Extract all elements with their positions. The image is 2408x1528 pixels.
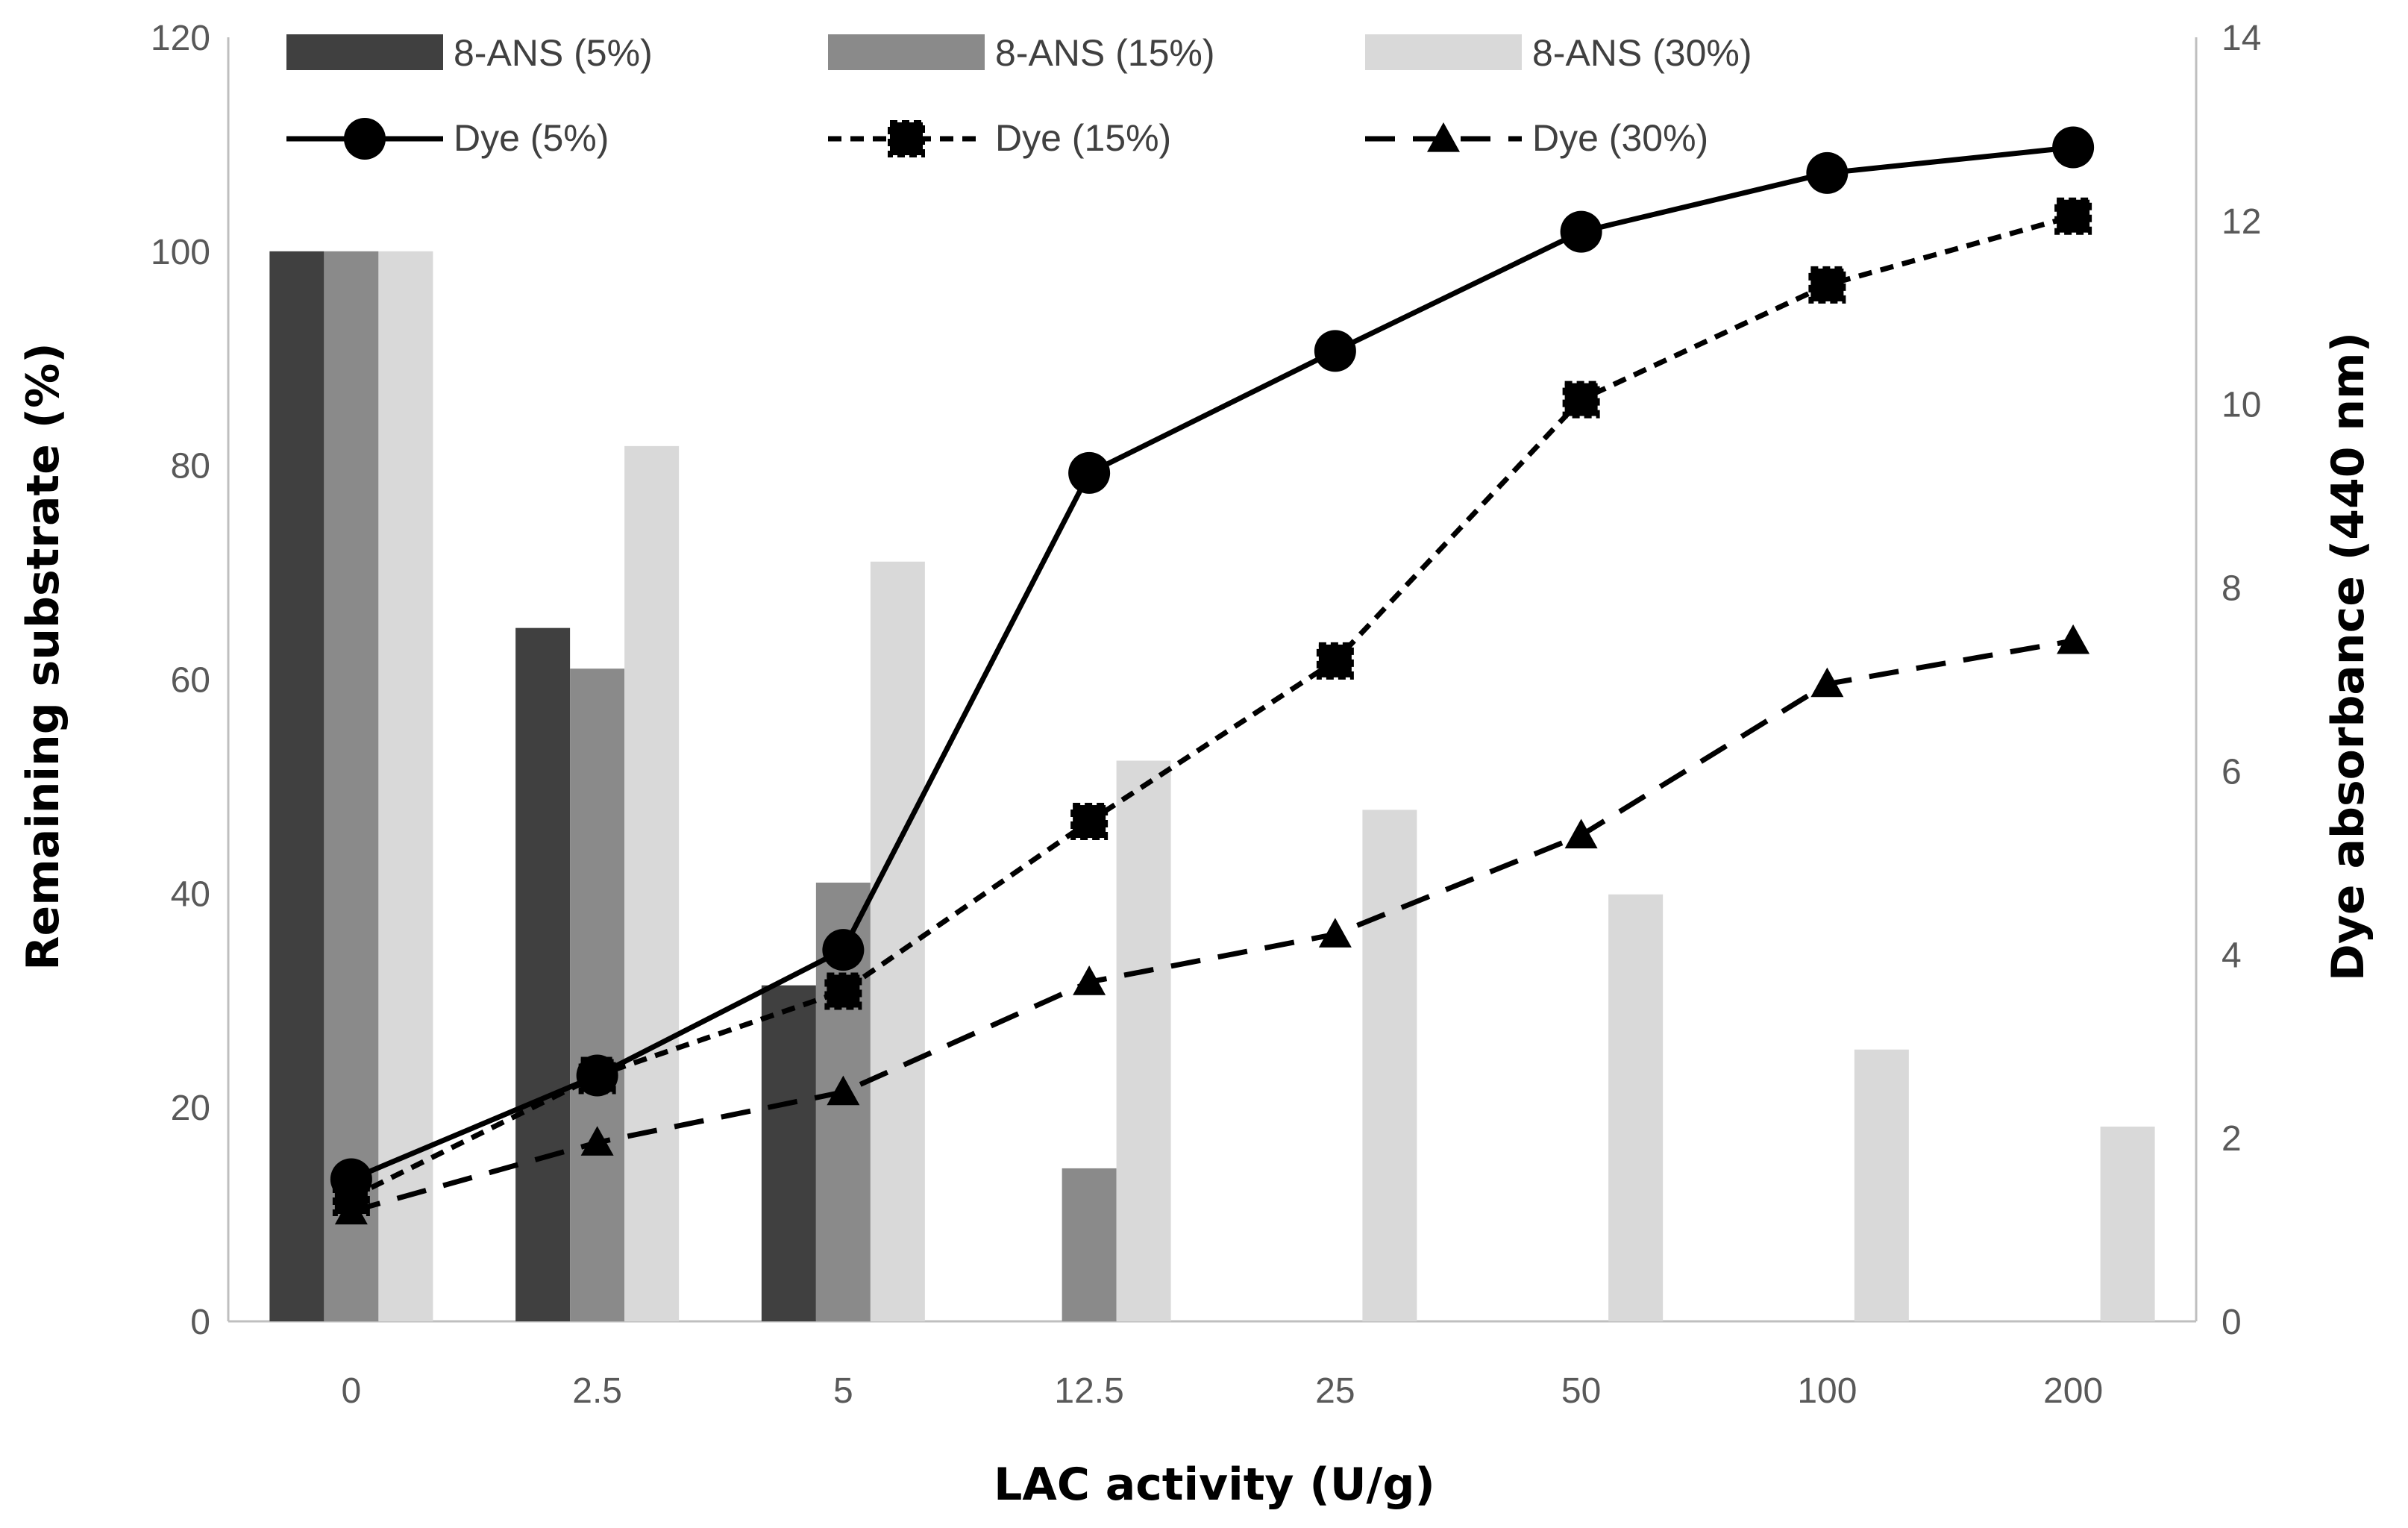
y-tick-label: 80 (171, 447, 210, 486)
point-dye-30-4 (1318, 918, 1352, 948)
point-dye-15-6 (1808, 266, 1846, 304)
y-tick-label: 60 (171, 661, 210, 701)
bar-8-ans-30-7 (2100, 1126, 2155, 1321)
bar-8-ans-30-3 (1116, 760, 1171, 1321)
bars (269, 251, 2155, 1321)
point-dye-15-1 (578, 1056, 616, 1095)
point-dye-15-3 (1070, 803, 1109, 841)
legend-marker-dye-15 (888, 120, 925, 157)
line-dye-15 (350, 213, 2075, 1200)
legend-swatch-8-ans-15 (828, 34, 985, 70)
point-dye-30-0 (334, 1194, 368, 1225)
y2-tick-label: 0 (2222, 1303, 2242, 1342)
bar-8-ans-30-4 (1362, 810, 1417, 1321)
legend-label-8-ans-15: 8-ANS (15%) (995, 32, 1215, 74)
point-dye-15-5 (1562, 381, 1600, 419)
y2-tick-label: 12 (2222, 202, 2261, 242)
y-tick-label: 100 (151, 233, 210, 272)
point-dye-5-3 (1068, 451, 1111, 494)
y2-tick-label: 8 (2222, 569, 2242, 609)
legend-marker-dye-30 (1427, 122, 1460, 152)
y2-tick-label: 14 (2222, 19, 2261, 58)
legend-label-8-ans-5: 8-ANS (5%) (454, 32, 653, 74)
point-dye-15-2 (824, 972, 862, 1010)
x-tick-label: 50 (1561, 1371, 1601, 1411)
x-tick-label: 25 (1315, 1371, 1355, 1411)
bar-8-ans-30-2 (870, 561, 925, 1321)
bar-8-ans-15-3 (1062, 1168, 1117, 1321)
x-tick-label: 12.5 (1054, 1371, 1123, 1411)
y2-tick-label: 6 (2222, 752, 2242, 792)
point-dye-30-2 (827, 1075, 860, 1106)
y-tick-label: 20 (171, 1089, 210, 1128)
y-tick-label: 40 (171, 874, 210, 914)
line-dye-5 (350, 145, 2074, 1182)
x-tick-label: 100 (1797, 1371, 1857, 1411)
y-tick-label: 0 (190, 1303, 210, 1342)
bar-8-ans-30-1 (624, 445, 680, 1321)
legend-label-dye-30: Dye (30%) (1532, 117, 1708, 159)
x-tick-label: 200 (2043, 1371, 2103, 1411)
x-tick-label: 0 (342, 1371, 362, 1411)
point-dye-5-5 (1560, 210, 1602, 253)
y-axis-title: Remaining substrate (%) (17, 342, 69, 970)
bar-8-ans-30-6 (1854, 1049, 1909, 1321)
legend: 8-ANS (5%) 8-ANS (15%) 8-ANS (30%) Dye (5%)… (286, 32, 1752, 160)
lines (330, 126, 2095, 1225)
point-dye-30-7 (2057, 624, 2090, 654)
line-dye-30 (350, 638, 2074, 1214)
point-dye-30-6 (1810, 667, 1844, 698)
point-dye-15-7 (2054, 197, 2092, 235)
legend-marker-dye-5 (344, 118, 386, 160)
legend-swatch-8-ans-30 (1365, 34, 1522, 70)
point-dye-5-7 (2052, 126, 2095, 169)
bar-8-ans-5-0 (269, 251, 324, 1321)
legend-label-dye-5: Dye (5%) (454, 117, 609, 159)
bar-8-ans-30-5 (1608, 894, 1664, 1321)
bar-8-ans-30-0 (378, 251, 433, 1321)
point-dye-15-4 (1316, 642, 1354, 680)
x-tick-label: 5 (833, 1371, 853, 1411)
legend-label-dye-15: Dye (15%) (995, 117, 1171, 159)
y2-tick-label: 4 (2222, 936, 2242, 975)
x-axis-title: LAC activity (U/g) (994, 1459, 1435, 1511)
y2-tick-label: 10 (2222, 386, 2261, 425)
point-dye-5-6 (1806, 151, 1849, 194)
x-tick-label: 2.5 (572, 1371, 622, 1411)
bar-8-ans-15-0 (324, 251, 379, 1321)
y2-axis-title: Dye absorbance (440 nm) (2322, 332, 2374, 981)
point-dye-30-5 (1564, 818, 1598, 849)
y2-tick-label: 2 (2222, 1119, 2242, 1159)
point-dye-30-3 (1073, 965, 1106, 995)
point-dye-5-2 (822, 929, 865, 971)
legend-label-8-ans-30: 8-ANS (30%) (1532, 32, 1752, 74)
bar-8-ans-5-1 (515, 627, 571, 1321)
y-tick-label: 120 (151, 19, 210, 58)
bar-8-ans-5-2 (761, 985, 816, 1321)
point-dye-30-1 (580, 1126, 614, 1156)
point-dye-5-4 (1314, 330, 1356, 372)
legend-swatch-8-ans-5 (286, 34, 443, 70)
axes: 0 20 40 60 80 100 120 0 2 4 6 8 10 12 14 0 2.5 5 12.5 25 50 1… (151, 19, 2261, 1411)
bar-8-ans-15-1 (570, 668, 625, 1321)
